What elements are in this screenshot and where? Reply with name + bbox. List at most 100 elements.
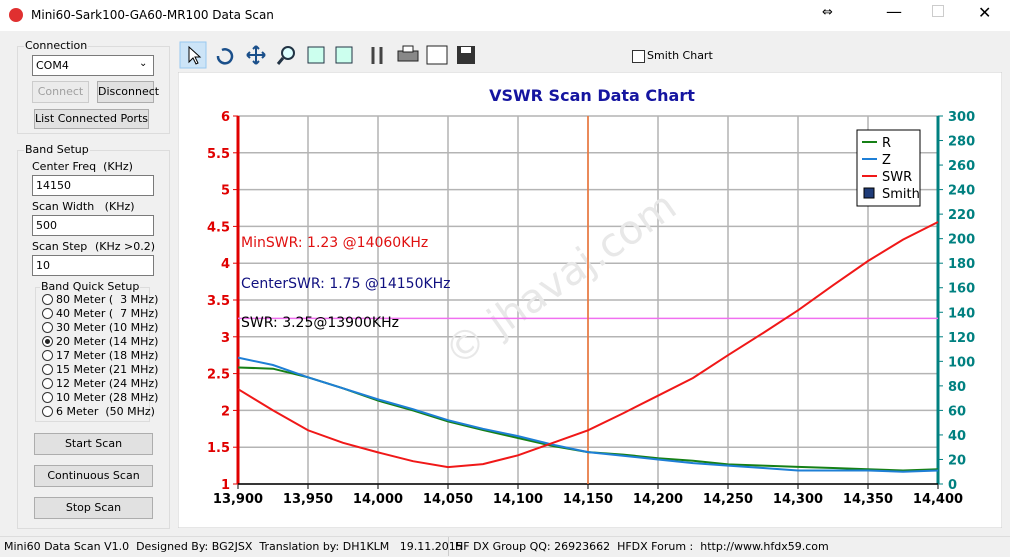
checkbox-label: Smith Chart <box>647 49 713 62</box>
status-bar <box>0 536 1010 557</box>
x-tick-label: 14,250 <box>703 492 753 507</box>
chart: VSWR Scan Data Chart 13,900 13,950 14,000 1… <box>178 72 1002 528</box>
field-label: Scan Step <box>32 240 88 253</box>
y2-tick-label: 140 <box>948 306 975 321</box>
dropdown-arrow: ⌄ <box>139 58 148 69</box>
x-tick-label: 14,100 <box>493 492 543 507</box>
pan-icon[interactable] <box>246 45 266 65</box>
status-left: Mini60 Data Scan V1.0 Designed By: BG2JS… <box>4 540 463 553</box>
list-ports-button[interactable]: List Connected Ports <box>34 109 149 129</box>
tools-icon[interactable] <box>371 47 383 64</box>
y2-tick-label: 20 <box>948 453 966 468</box>
band-label: 10 Meter (28 MHz) <box>56 391 159 404</box>
save-label <box>461 47 471 53</box>
annotation: MinSWR: 1.23 @14060KHz <box>241 235 428 251</box>
y2-tick-label: 200 <box>948 233 975 248</box>
x-tick-label: 14,350 <box>843 492 893 507</box>
band-label: 17 Meter (18 MHz) <box>56 349 159 362</box>
chart-title: VSWR Scan Data Chart <box>489 86 695 105</box>
resize-icon: ⇔ <box>822 5 833 20</box>
band-radio[interactable] <box>42 364 53 375</box>
toolbar <box>179 41 475 69</box>
y2-tick-label: 240 <box>948 184 975 199</box>
zoom-icon[interactable] <box>281 46 295 60</box>
band-label: 40 Meter ( 7 MHz) <box>56 307 159 320</box>
connect-button[interactable]: Connect <box>32 81 89 103</box>
x-tick-label: 14,050 <box>423 492 473 507</box>
copy-icon[interactable] <box>426 45 448 65</box>
y-tick-label: 6 <box>221 110 230 125</box>
y2-tick-label: 180 <box>948 257 975 272</box>
pointer-icon <box>188 45 202 65</box>
y-tick-label: 4 <box>221 257 230 272</box>
group-label: Connection <box>24 39 89 52</box>
y2-tick-label: 0 <box>948 478 957 493</box>
scan-width-input[interactable]: 500 <box>32 215 154 236</box>
print-paper <box>402 45 414 53</box>
band-label: 80 Meter ( 3 MHz) <box>56 293 159 306</box>
start-scan-button[interactable]: Start Scan <box>34 433 153 455</box>
x-tick-label: 14,000 <box>353 492 403 507</box>
y-tick-label: 4.5 <box>207 220 230 235</box>
band-radio[interactable] <box>42 350 53 361</box>
smith-checkbox[interactable] <box>632 50 645 63</box>
y2-tick-label: 80 <box>948 380 966 395</box>
band-radio[interactable] <box>42 336 53 347</box>
minimize[interactable]: — <box>886 2 902 21</box>
legend-swatch <box>863 187 875 199</box>
y2-tick-label: 260 <box>948 159 975 174</box>
field-label: Scan Width (KHz) <box>32 200 135 213</box>
y-tick-label: 1.5 <box>207 441 230 456</box>
field-label: (KHz >0.2) <box>95 240 156 253</box>
maximize[interactable] <box>932 5 944 17</box>
y-tick-label: 3.5 <box>207 294 230 309</box>
y2-tick-label: 160 <box>948 282 975 297</box>
series-line <box>237 221 939 469</box>
band-radio[interactable] <box>42 378 53 389</box>
window-title: Mini60-Sark100-GA60-MR100 Data Scan <box>31 8 274 22</box>
band-radio[interactable] <box>42 308 53 319</box>
x-tick-label: 14,150 <box>563 492 613 507</box>
y2-tick-label: 60 <box>948 404 966 419</box>
close[interactable]: ✕ <box>978 3 992 22</box>
y-tick-label: 3 <box>221 331 230 346</box>
band-radio[interactable] <box>42 392 53 403</box>
y-tick-label: 1 <box>221 478 230 493</box>
x-tick-label: 14,400 <box>913 492 963 507</box>
zoom-fit-icon[interactable] <box>307 46 325 64</box>
band-radio[interactable] <box>42 406 53 417</box>
continuous-scan-button[interactable]: Continuous Scan <box>34 465 153 487</box>
legend-label: Smith <box>882 187 920 202</box>
disconnect-button[interactable]: Disconnect <box>97 81 159 103</box>
annotation: SWR: 3.25@13900KHz <box>241 315 399 331</box>
legend-label: R <box>882 136 891 151</box>
port-select[interactable]: COM4 <box>32 55 154 76</box>
grid-icon[interactable] <box>335 46 353 64</box>
x-tick-label: 14,200 <box>633 492 683 507</box>
y-tick-label: 5 <box>221 184 230 199</box>
band-setup-group <box>17 150 170 529</box>
center-freq-input[interactable]: 14150 <box>32 175 154 196</box>
x-tick-label: 13,900 <box>213 492 263 507</box>
status-divider <box>448 537 449 556</box>
y2-tick-label: 40 <box>948 429 966 444</box>
x-tick-label: 14,300 <box>773 492 823 507</box>
band-radio[interactable] <box>42 294 53 305</box>
title-bar <box>0 0 1010 31</box>
undo-icon[interactable] <box>216 48 234 65</box>
scan-step-input[interactable]: 10 <box>32 255 154 276</box>
stop-scan-button[interactable]: Stop Scan <box>34 497 153 519</box>
band-label: 12 Meter (24 MHz) <box>56 377 159 390</box>
band-radio[interactable] <box>42 322 53 333</box>
y-tick-label: 5.5 <box>207 147 230 162</box>
band-label: 15 Meter (21 MHz) <box>56 363 159 376</box>
y2-tick-label: 120 <box>948 331 975 346</box>
x-tick-label: 13,950 <box>283 492 333 507</box>
y-tick-label: 2.5 <box>207 368 230 383</box>
status-right: HF DX Group QQ: 26923662 HFDX Forum : ht… <box>455 540 829 553</box>
y2-tick-label: 280 <box>948 135 975 150</box>
zoom-handle <box>276 57 285 65</box>
annotation: CenterSWR: 1.75 @14150KHz <box>241 276 451 292</box>
y2-tick-label: 100 <box>948 355 975 370</box>
